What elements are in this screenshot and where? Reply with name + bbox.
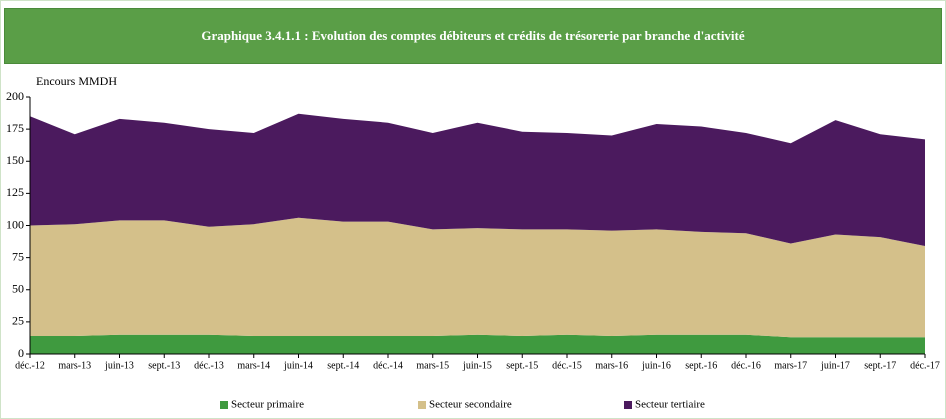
x-tick-label: déc.-17 (910, 360, 940, 371)
x-tick-label: déc.-14 (373, 360, 403, 371)
x-tick-label: déc.-16 (731, 360, 761, 371)
x-tick-label: mars-14 (237, 360, 270, 371)
x-tick-label: mars-16 (595, 360, 628, 371)
x-tick-label: mars-13 (58, 360, 91, 371)
x-tick-label: juin-15 (462, 360, 492, 371)
x-tick-label: sept.-15 (506, 360, 538, 371)
y-tick-label: 175 (6, 121, 24, 135)
x-tick-label: juin-16 (641, 360, 671, 371)
x-tick-label: déc.-12 (15, 360, 45, 371)
y-tick-label: 75 (12, 249, 24, 263)
x-tick-label: mars-15 (416, 360, 449, 371)
legend-label: Secteur primaire (231, 399, 304, 411)
area (30, 217, 925, 338)
y-tick-label: 25 (12, 314, 24, 328)
y-tick-label: 125 (6, 185, 24, 199)
legend-label: Secteur tertiaire (635, 399, 705, 411)
x-tick-label: juin-14 (283, 360, 313, 371)
x-tick-label: sept.-17 (864, 360, 896, 371)
y-tick-label: 200 (6, 89, 24, 103)
x-tick-label: sept.-14 (327, 360, 359, 371)
y-axis-label: Encours MMDH (36, 74, 117, 88)
y-tick-label: 0 (18, 346, 24, 360)
y-tick-label: 50 (12, 282, 24, 296)
x-tick-label: mars-17 (774, 360, 807, 371)
x-tick-label: juin-17 (820, 360, 850, 371)
x-tick-label: sept.-16 (685, 360, 717, 371)
legend-label: Secteur secondaire (429, 399, 512, 411)
area (30, 113, 925, 247)
x-tick-label: déc.-15 (552, 360, 582, 371)
legend-swatch (624, 401, 632, 409)
legend-swatch (418, 401, 426, 409)
chart-title: Graphique 3.4.1.1 : Evolution des compte… (4, 8, 942, 64)
x-tick-label: sept.-13 (148, 360, 180, 371)
x-tick-label: juin-13 (104, 360, 134, 371)
legend-swatch (220, 401, 228, 409)
y-tick-label: 100 (6, 217, 24, 231)
y-tick-label: 150 (6, 153, 24, 167)
x-tick-label: déc.-13 (194, 360, 224, 371)
area (30, 334, 925, 354)
